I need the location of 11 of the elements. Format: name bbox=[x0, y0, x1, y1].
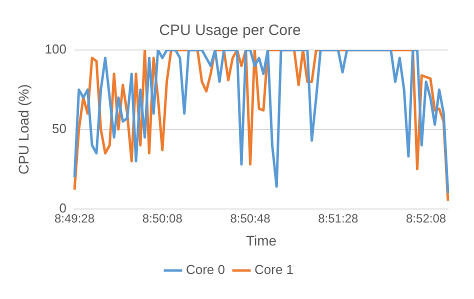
legend-label: Core 0 bbox=[186, 262, 226, 278]
y-tick-label: 100 bbox=[44, 42, 66, 57]
y-tick-label: 50 bbox=[52, 120, 66, 136]
x-axis-title: Time bbox=[246, 232, 277, 248]
x-tick-label: 8:51:28 bbox=[318, 211, 358, 226]
chart-title: CPU Usage per Core bbox=[159, 22, 301, 40]
x-tick-label: 8:52:08 bbox=[406, 211, 446, 226]
x-tick-label: 8:50:48 bbox=[230, 211, 271, 226]
y-axis-title: CPU Load (%) bbox=[15, 84, 32, 175]
x-tick-label: 8:50:08 bbox=[142, 211, 183, 226]
legend-label: Core 1 bbox=[254, 262, 294, 278]
